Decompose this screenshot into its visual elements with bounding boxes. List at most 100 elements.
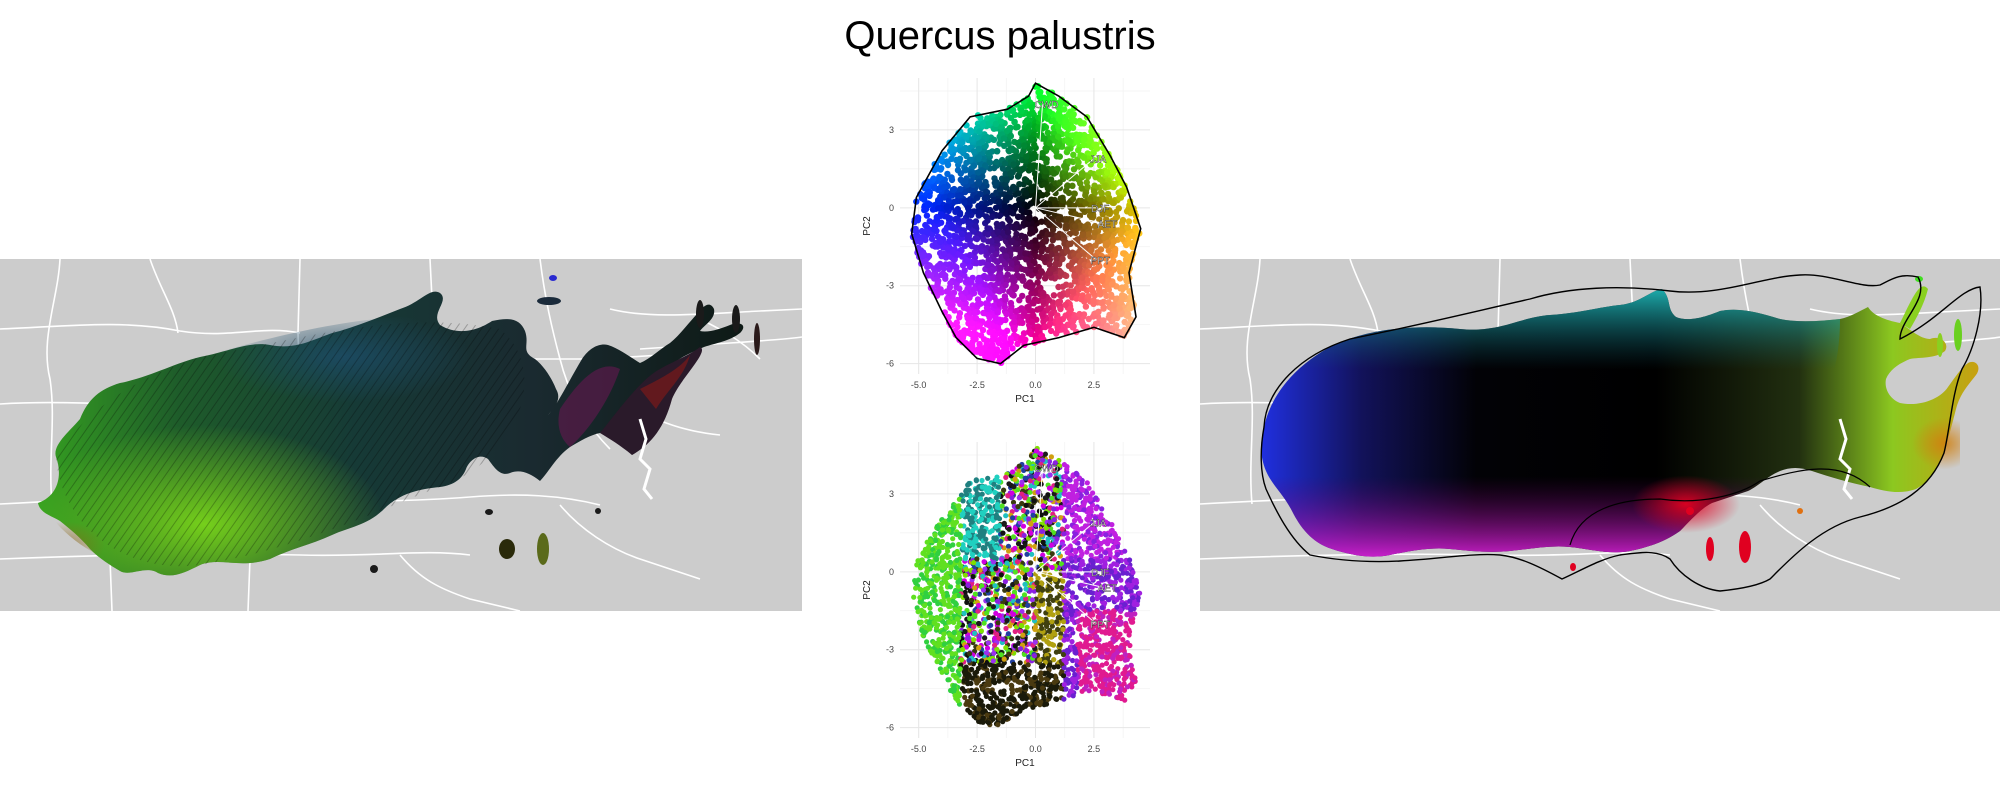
data-point xyxy=(1035,273,1042,280)
data-point xyxy=(958,246,965,254)
data-point xyxy=(985,597,991,603)
data-point xyxy=(1053,148,1060,155)
data-point xyxy=(1025,609,1031,615)
data-point xyxy=(940,592,947,598)
data-point xyxy=(1073,295,1080,302)
data-point xyxy=(992,204,1000,211)
data-point xyxy=(1047,327,1055,335)
y-tick-label: 0 xyxy=(889,203,894,213)
data-point xyxy=(1067,282,1074,289)
data-point xyxy=(970,162,978,169)
data-point xyxy=(1064,582,1071,588)
data-point xyxy=(992,314,1000,322)
data-point xyxy=(966,263,974,270)
data-point xyxy=(946,603,952,609)
data-point xyxy=(1094,145,1101,152)
data-point xyxy=(1091,603,1097,609)
data-point xyxy=(1027,489,1033,495)
data-point xyxy=(966,294,973,301)
data-point xyxy=(1019,608,1025,615)
data-point xyxy=(1114,587,1120,593)
data-point xyxy=(1039,562,1045,568)
data-point xyxy=(1001,582,1007,589)
data-point xyxy=(924,263,931,270)
data-point xyxy=(968,597,975,603)
data-point xyxy=(947,280,954,287)
data-point xyxy=(973,259,980,267)
data-point xyxy=(1099,688,1105,695)
data-point xyxy=(1021,309,1028,316)
data-point xyxy=(1021,142,1028,149)
data-point xyxy=(1039,192,1046,199)
data-point xyxy=(988,266,995,274)
data-point xyxy=(1035,164,1042,172)
data-point xyxy=(944,246,952,253)
data-point xyxy=(940,183,948,191)
data-point xyxy=(946,253,953,260)
data-point xyxy=(1098,546,1104,552)
data-point xyxy=(973,235,981,243)
data-point xyxy=(983,275,991,282)
data-point xyxy=(1068,173,1075,180)
data-point xyxy=(917,620,923,626)
data-point xyxy=(1127,557,1133,563)
data-point xyxy=(1073,135,1081,142)
data-point xyxy=(966,330,973,337)
data-point xyxy=(1065,137,1072,144)
data-point xyxy=(948,566,954,572)
data-point xyxy=(1013,230,1020,238)
data-point xyxy=(1021,176,1029,183)
data-point xyxy=(921,609,927,615)
data-point xyxy=(950,256,958,264)
data-point xyxy=(922,228,929,235)
data-point xyxy=(1057,305,1064,313)
data-point xyxy=(1128,663,1134,669)
data-point xyxy=(1091,229,1098,236)
vector-label-jja: JJA xyxy=(1090,154,1107,165)
data-point xyxy=(971,560,977,566)
data-point xyxy=(940,544,946,550)
data-point xyxy=(1007,133,1014,140)
data-point xyxy=(956,314,963,321)
data-point xyxy=(1102,241,1110,249)
data-point xyxy=(1041,135,1048,142)
data-point xyxy=(975,145,983,153)
data-point xyxy=(1102,156,1109,163)
data-point xyxy=(1016,142,1023,149)
data-point xyxy=(1027,225,1034,232)
data-point xyxy=(1086,688,1092,694)
y-tick-label: 3 xyxy=(889,125,894,135)
data-point xyxy=(1040,503,1046,509)
data-point xyxy=(1059,283,1067,290)
data-point xyxy=(1085,563,1091,569)
data-point xyxy=(995,722,1001,728)
data-point xyxy=(1125,218,1133,225)
data-point xyxy=(1003,474,1009,480)
data-point xyxy=(1077,651,1083,657)
data-point xyxy=(1007,146,1014,153)
data-point xyxy=(1089,201,1096,208)
data-point xyxy=(1011,318,1018,325)
data-point xyxy=(1104,169,1111,176)
data-point xyxy=(1073,478,1079,484)
data-point xyxy=(1086,206,1093,214)
x-tick-label: 2.5 xyxy=(1088,380,1101,390)
data-point xyxy=(979,121,987,128)
data-point xyxy=(1092,686,1098,692)
data-point xyxy=(938,585,944,591)
data-point xyxy=(1062,487,1068,493)
data-point xyxy=(993,346,1001,353)
data-point xyxy=(972,315,980,322)
top-point-cloud xyxy=(909,83,1143,366)
data-point xyxy=(962,178,969,185)
data-point xyxy=(1110,238,1117,245)
data-point xyxy=(1064,611,1070,617)
data-point xyxy=(1015,487,1021,493)
data-point xyxy=(1051,657,1057,663)
data-point xyxy=(1127,305,1134,312)
data-point xyxy=(1027,676,1033,683)
data-point xyxy=(999,663,1005,669)
data-point xyxy=(1044,231,1051,238)
data-point xyxy=(1096,154,1103,162)
data-point xyxy=(1055,522,1061,528)
